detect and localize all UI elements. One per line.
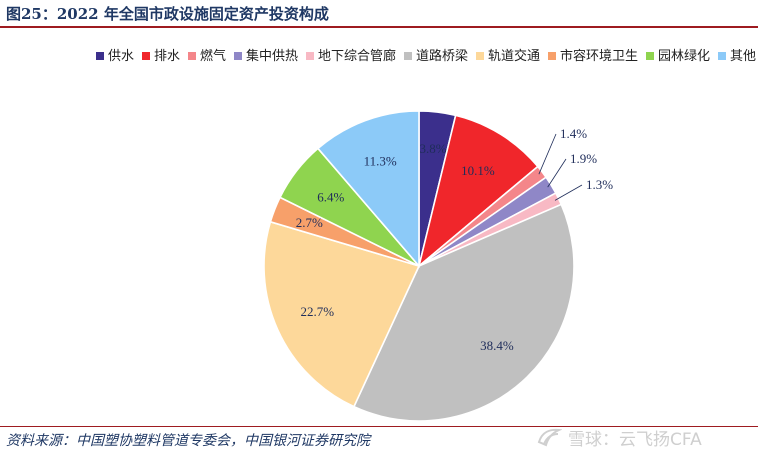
legend-entry-4: 地下综合管廊 xyxy=(318,48,396,64)
chart-legend: 供水 排水 燃气 集中供热 地下综合管廊 道路桥梁 轨道交通 市容环境卫生 园林绿化 其他 xyxy=(96,48,756,64)
slice-labels: 3.8% 10.1% 1.4% 1.9% 1.3% 38.4% 22.7% 2.7% 6.4% 1… xyxy=(296,126,613,353)
watermark-text: 雪球：云飞扬CFA xyxy=(568,429,702,450)
legend-swatch-2 xyxy=(188,52,196,60)
legend-entry-3: 集中供热 xyxy=(246,48,298,64)
slice-label-2: 1.4% xyxy=(560,126,587,141)
figure-title: 图25：2022 年全国市政设施固定资产投资构成 xyxy=(6,5,329,23)
legend-swatch-0 xyxy=(96,52,104,60)
leader-line-2 xyxy=(538,133,557,175)
watermark: 雪球：云飞扬CFA xyxy=(536,424,702,450)
slice-label-8: 6.4% xyxy=(317,190,344,205)
slice-label-5: 38.4% xyxy=(480,338,514,353)
slice-label-4: 1.3% xyxy=(586,177,613,192)
leader-line-4 xyxy=(554,184,583,201)
pie-slice-5 xyxy=(352,203,575,422)
legend-entry-7: 市容环境卫生 xyxy=(560,48,638,64)
pie-slice-9 xyxy=(316,110,420,269)
footer-divider xyxy=(0,426,758,427)
slice-label-0: 3.8% xyxy=(419,141,446,156)
legend-swatch-6 xyxy=(476,52,484,60)
legend-entry-5: 道路桥梁 xyxy=(416,48,468,64)
snowball-logo-icon xyxy=(537,428,562,447)
slice-label-6: 22.7% xyxy=(301,304,335,319)
pie-chart: 供水 排水 燃气 集中供热 地下综合管廊 道路桥梁 轨道交通 市容环境卫生 园林绿化 其他 3.8… xyxy=(96,48,756,422)
legend-entry-9: 其他 xyxy=(730,49,756,64)
slice-label-9: 11.3% xyxy=(364,153,397,168)
legend-entry-2: 燃气 xyxy=(200,48,226,64)
legend-entry-0: 供水 xyxy=(108,49,134,64)
legend-swatch-7 xyxy=(548,52,556,60)
title-divider xyxy=(0,26,758,28)
legend-swatch-8 xyxy=(646,52,654,60)
source-note: 资料来源：中国塑协塑料管道专委会，中国银河证券研究院 xyxy=(6,433,370,449)
legend-swatch-4 xyxy=(306,52,314,60)
legend-entry-8: 园林绿化 xyxy=(658,49,710,64)
leader-lines xyxy=(538,133,583,201)
legend-swatch-3 xyxy=(234,52,242,60)
legend-swatch-9 xyxy=(718,52,726,60)
pie-slice-1 xyxy=(417,114,539,269)
slice-label-3: 1.9% xyxy=(570,151,597,166)
legend-entry-6: 轨道交通 xyxy=(488,48,540,64)
pie-slice-6 xyxy=(263,220,421,408)
leader-line-3 xyxy=(547,158,567,188)
legend-entry-1: 排水 xyxy=(154,49,180,64)
pie-slices xyxy=(263,110,575,422)
slice-label-7: 2.7% xyxy=(296,215,323,230)
slice-label-1: 10.1% xyxy=(461,163,495,178)
legend-swatch-1 xyxy=(142,52,150,60)
legend-swatch-5 xyxy=(404,52,412,60)
